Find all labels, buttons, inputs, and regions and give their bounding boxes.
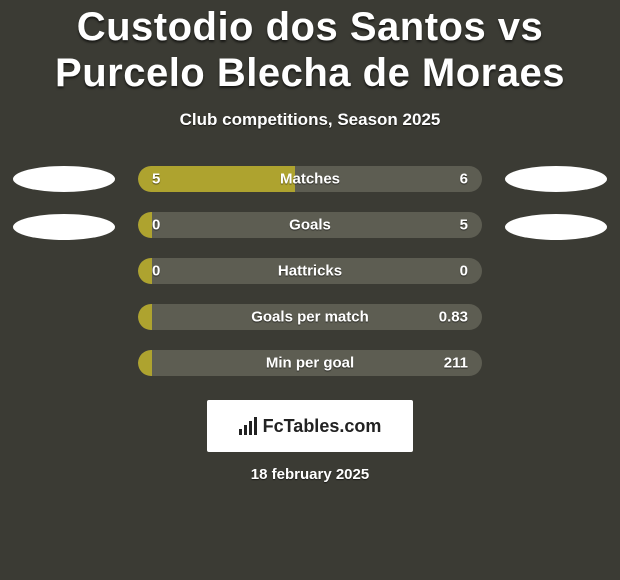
stat-right-value: 0 (460, 263, 468, 280)
stat-label: Matches (280, 171, 340, 188)
footer-date: 18 february 2025 (0, 466, 620, 483)
stat-label: Goals (289, 217, 331, 234)
stat-label: Min per goal (266, 355, 354, 372)
logo-text: FcTables.com (263, 416, 382, 437)
stat-bar-fill (138, 258, 152, 284)
stat-left-value: 0 (152, 217, 160, 234)
stat-bars: 5 Matches 6 0 Goals 5 0 Hattricks 0 Goals per mat… (138, 166, 482, 376)
player-right-photo-2 (505, 214, 607, 240)
stat-right-value: 6 (460, 171, 468, 188)
player-left-photos (0, 166, 120, 240)
stat-right-value: 211 (444, 355, 468, 372)
player-right-photo-1 (505, 166, 607, 192)
stat-label: Goals per match (251, 309, 369, 326)
stat-right-value: 0.83 (439, 309, 468, 326)
stat-bar: Goals per match 0.83 (138, 304, 482, 330)
stat-bar-fill (138, 304, 152, 330)
stat-bar: 0 Goals 5 (138, 212, 482, 238)
stat-left-value: 0 (152, 263, 160, 280)
stat-bar-fill (138, 212, 152, 238)
stat-bar: 0 Hattricks 0 (138, 258, 482, 284)
player-left-photo-2 (13, 214, 115, 240)
stat-bar-fill (138, 166, 295, 192)
bar-chart-icon (239, 417, 257, 435)
content-row: 5 Matches 6 0 Goals 5 0 Hattricks 0 Goals per mat… (0, 166, 620, 376)
stat-left-value: 5 (152, 171, 160, 188)
stat-label: Hattricks (278, 263, 342, 280)
logo-box: FcTables.com (207, 400, 413, 452)
page-subtitle: Club competitions, Season 2025 (0, 110, 620, 130)
comparison-infographic: Custodio dos Santos vs Purcelo Blecha de… (0, 0, 620, 580)
stat-bar: 5 Matches 6 (138, 166, 482, 192)
player-left-photo-1 (13, 166, 115, 192)
player-right-photos (500, 166, 620, 240)
page-title: Custodio dos Santos vs Purcelo Blecha de… (0, 0, 620, 96)
stat-bar: Min per goal 211 (138, 350, 482, 376)
stat-bar-fill (138, 350, 152, 376)
stat-right-value: 5 (460, 217, 468, 234)
